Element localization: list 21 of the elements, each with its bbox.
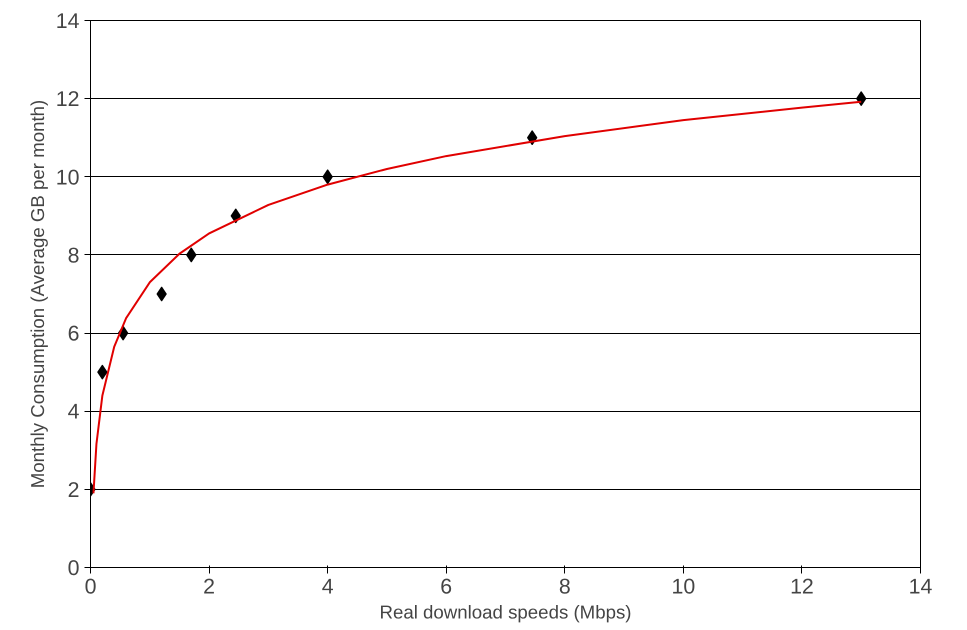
x-tick-label: 10 (671, 574, 696, 598)
y-tick-label: 10 (56, 165, 80, 190)
point (322, 169, 333, 184)
y-tick-label: 8 (68, 243, 80, 268)
x-tick-label: 6 (440, 574, 452, 598)
y-tick-label: 0 (68, 556, 80, 580)
y-tick-label: 12 (56, 87, 80, 112)
x-tick-label: 14 (908, 574, 932, 598)
y-tick-label: 6 (68, 322, 80, 346)
y-axis-title: Monthly Consumption (Average GB per month) (26, 100, 48, 488)
point (97, 364, 108, 380)
x-tick-label: 2 (203, 574, 216, 598)
x-tick-label: 0 (84, 574, 97, 598)
x-axis-title: Real download speeds (Mbps) (380, 602, 632, 622)
point (156, 286, 167, 302)
y-tick-label: 14 (56, 9, 80, 33)
x-tick-label: 8 (558, 574, 571, 598)
y-tick-label: 2 (68, 478, 80, 502)
x-tick-label: 12 (790, 574, 814, 598)
y-tick-label: 4 (68, 400, 80, 424)
x-tick-label: 4 (322, 574, 334, 598)
